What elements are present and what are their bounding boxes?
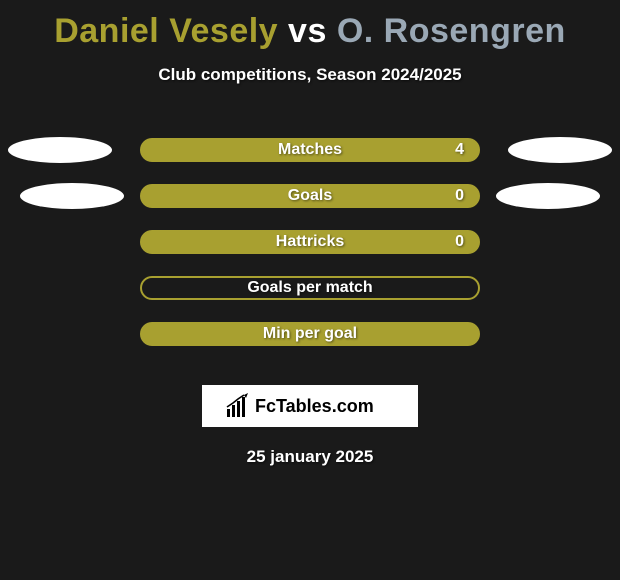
stat-bar: Min per goal <box>140 322 480 346</box>
stat-value-right: 4 <box>455 141 464 159</box>
value-ellipse-right <box>508 137 612 163</box>
stat-label: Goals per match <box>247 279 372 297</box>
stats-area: Matches 4 Goals 0 Hattricks 0 Goals per match M… <box>0 127 620 357</box>
date: 25 january 2025 <box>0 447 620 467</box>
stat-bar: Goals per match <box>140 276 480 300</box>
stat-label: Matches <box>278 141 342 159</box>
page-title: Daniel Vesely vs O. Rosengren <box>0 0 620 51</box>
fctables-logo: FcTables.com <box>225 391 395 421</box>
stat-bar: Matches 4 <box>140 138 480 162</box>
stat-row: Goals 0 <box>0 173 620 219</box>
stat-value-right: 0 <box>455 233 464 251</box>
stat-label: Min per goal <box>263 325 357 343</box>
stat-label: Hattricks <box>276 233 344 251</box>
stat-bar: Goals 0 <box>140 184 480 208</box>
logo-box: FcTables.com <box>202 385 418 427</box>
stat-value-right: 0 <box>455 187 464 205</box>
value-ellipse-right <box>496 183 600 209</box>
stat-row: Goals per match <box>0 265 620 311</box>
stat-label: Goals <box>288 187 332 205</box>
stat-row: Min per goal <box>0 311 620 357</box>
value-ellipse-left <box>8 137 112 163</box>
stat-row: Hattricks 0 <box>0 219 620 265</box>
svg-text:FcTables.com: FcTables.com <box>255 396 374 416</box>
player1-name: Daniel Vesely <box>54 12 278 50</box>
comparison-infographic: Daniel Vesely vs O. Rosengren Club compe… <box>0 0 620 580</box>
subtitle: Club competitions, Season 2024/2025 <box>0 65 620 85</box>
value-ellipse-left <box>20 183 124 209</box>
stat-row: Matches 4 <box>0 127 620 173</box>
vs-text: vs <box>288 12 327 50</box>
stat-bar: Hattricks 0 <box>140 230 480 254</box>
player2-name: O. Rosengren <box>337 12 566 50</box>
